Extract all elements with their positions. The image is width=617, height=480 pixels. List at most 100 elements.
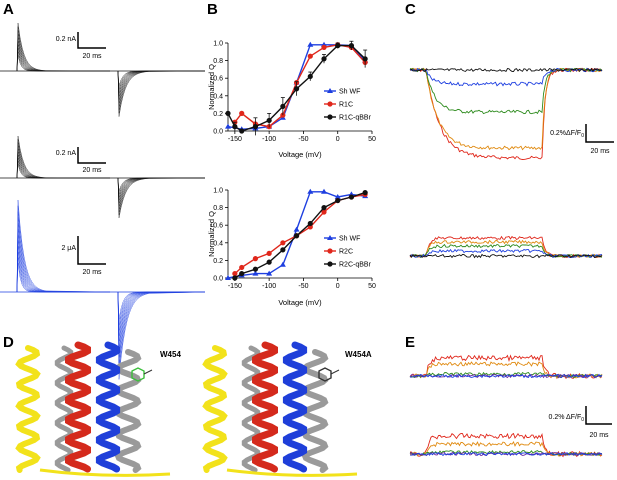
scale-bar-a3-time: 20 ms bbox=[82, 269, 102, 276]
current-trace-off bbox=[117, 177, 206, 212]
data-point bbox=[252, 270, 259, 276]
scale-bar-a2: 0.2 nA 20 ms bbox=[56, 147, 106, 174]
helix-ribbon bbox=[54, 345, 74, 473]
y-tick-label: 0.8 bbox=[213, 205, 223, 212]
current-trace-off bbox=[117, 291, 206, 331]
data-point bbox=[266, 117, 272, 124]
legend-label: R1C-qBBr bbox=[339, 115, 372, 122]
data-point bbox=[362, 190, 368, 196]
qv-top-legend: Sh WF R1C R1C-qBBr bbox=[324, 88, 372, 122]
legend-label: R1C bbox=[339, 102, 353, 109]
current-trace-off bbox=[117, 177, 205, 198]
legend-marker bbox=[327, 248, 333, 254]
y-tick-label: 1.0 bbox=[213, 188, 223, 195]
data-point bbox=[334, 194, 341, 200]
data-point bbox=[232, 271, 238, 277]
x-tick-label: 0 bbox=[336, 283, 340, 290]
panel-e-fluorescence: 0.2% ΔF/F0 20 ms bbox=[409, 354, 612, 458]
data-point bbox=[362, 56, 368, 62]
helix-ribbon bbox=[282, 341, 308, 473]
y-tick-label: 0.0 bbox=[213, 276, 223, 283]
panel-label-d: D bbox=[3, 334, 14, 351]
x-tick-label: 50 bbox=[368, 283, 376, 290]
data-point bbox=[232, 275, 238, 281]
fluorescence-traces-e-top bbox=[409, 354, 603, 380]
current-trace-off bbox=[117, 70, 206, 114]
structure-w454 bbox=[15, 341, 171, 477]
data-point bbox=[280, 103, 286, 109]
current-trace-off bbox=[117, 177, 206, 215]
legend-marker bbox=[327, 101, 333, 107]
data-point bbox=[280, 240, 286, 246]
residue-bond bbox=[330, 369, 340, 375]
helix-ribbon bbox=[252, 341, 278, 473]
data-point bbox=[266, 250, 272, 256]
scale-bar-a3-current: 2 μA bbox=[61, 245, 76, 252]
scale-bar-e-fluor: 0.2% ΔF/F0 bbox=[549, 414, 585, 423]
fluorescence-trace bbox=[409, 449, 602, 457]
scale-bar-a2-time: 20 ms bbox=[82, 167, 102, 174]
scale-bar-c-fluor-sub: 0 bbox=[581, 133, 584, 139]
current-trace-on bbox=[16, 199, 111, 293]
panel-c-fluorescence: 0.2%ΔF/F0 20 ms bbox=[409, 67, 614, 259]
fluorescence-trace bbox=[409, 67, 603, 73]
y-tick-label: 0.8 bbox=[213, 58, 223, 65]
x-tick-label: -100 bbox=[262, 136, 276, 143]
qv-chart-bottom: Normalized Q Voltage (mV) -150 -100 -50 0 50… bbox=[207, 188, 376, 308]
y-tick-label: 0.2 bbox=[213, 111, 223, 118]
data-point bbox=[321, 205, 327, 211]
data-point bbox=[252, 124, 259, 130]
current-trace-off bbox=[117, 291, 206, 358]
data-point bbox=[239, 271, 245, 277]
legend-label: Sh WF bbox=[339, 236, 360, 243]
qv-bottom-xlabel: Voltage (mV) bbox=[278, 298, 322, 307]
scale-bar-c-time: 20 ms bbox=[590, 148, 610, 155]
scale-bar-a2-current: 0.2 nA bbox=[56, 150, 77, 157]
legend-marker bbox=[327, 261, 333, 267]
current-trace-off bbox=[117, 291, 206, 380]
qv-top-xlabel: Voltage (mV) bbox=[278, 150, 322, 159]
data-point bbox=[307, 41, 314, 47]
qv-top-series bbox=[225, 40, 369, 136]
data-point bbox=[335, 197, 341, 204]
structure-label-w454: W454 bbox=[160, 350, 181, 359]
current-trace-on bbox=[16, 26, 111, 72]
current-trace-off bbox=[117, 70, 205, 93]
scale-bar-c-fluor: 0.2%ΔF/F0 bbox=[550, 130, 584, 139]
y-tick-label: 0.2 bbox=[213, 258, 223, 265]
qv-bottom-legend: Sh WF R2C R2C-qBBr bbox=[324, 235, 372, 269]
legend-marker bbox=[327, 235, 333, 240]
current-trace-off bbox=[117, 70, 206, 110]
data-point bbox=[348, 194, 355, 200]
helix-ribbon bbox=[202, 345, 228, 473]
data-point bbox=[335, 43, 341, 49]
scale-bar-a1-time: 20 ms bbox=[82, 53, 102, 60]
panel-label-e: E bbox=[405, 334, 415, 351]
data-point bbox=[321, 188, 327, 194]
fluorescence-trace bbox=[409, 243, 603, 259]
data-point bbox=[307, 188, 314, 194]
structure-w454a bbox=[202, 341, 358, 477]
scale-bar-e-fluor-sub: 0 bbox=[581, 417, 584, 423]
panel-label-a: A bbox=[3, 1, 14, 18]
current-trace-on bbox=[16, 211, 111, 293]
panel-a-current-traces: 0.2 nA 20 ms 0.2 nA 20 ms 2 μA 20 ms bbox=[0, 22, 206, 380]
current-trace-off bbox=[117, 291, 206, 347]
x-tick-label: 0 bbox=[336, 136, 340, 143]
data-point bbox=[239, 128, 245, 134]
panel-label-c: C bbox=[405, 1, 416, 18]
current-trace-on bbox=[16, 228, 111, 293]
gating-current-traces-1 bbox=[0, 22, 206, 117]
residue-sidechain bbox=[318, 367, 332, 382]
y-tick-label: 0.0 bbox=[213, 129, 223, 136]
data-point bbox=[252, 266, 259, 272]
data-point bbox=[252, 256, 259, 262]
x-tick-label: -150 bbox=[228, 283, 242, 290]
current-trace-off bbox=[117, 291, 206, 374]
legend-marker bbox=[327, 114, 333, 120]
fluorescence-trace bbox=[409, 67, 603, 87]
data-point bbox=[293, 86, 300, 92]
current-trace-on bbox=[16, 222, 111, 293]
data-point bbox=[225, 110, 231, 116]
data-point bbox=[239, 110, 245, 116]
